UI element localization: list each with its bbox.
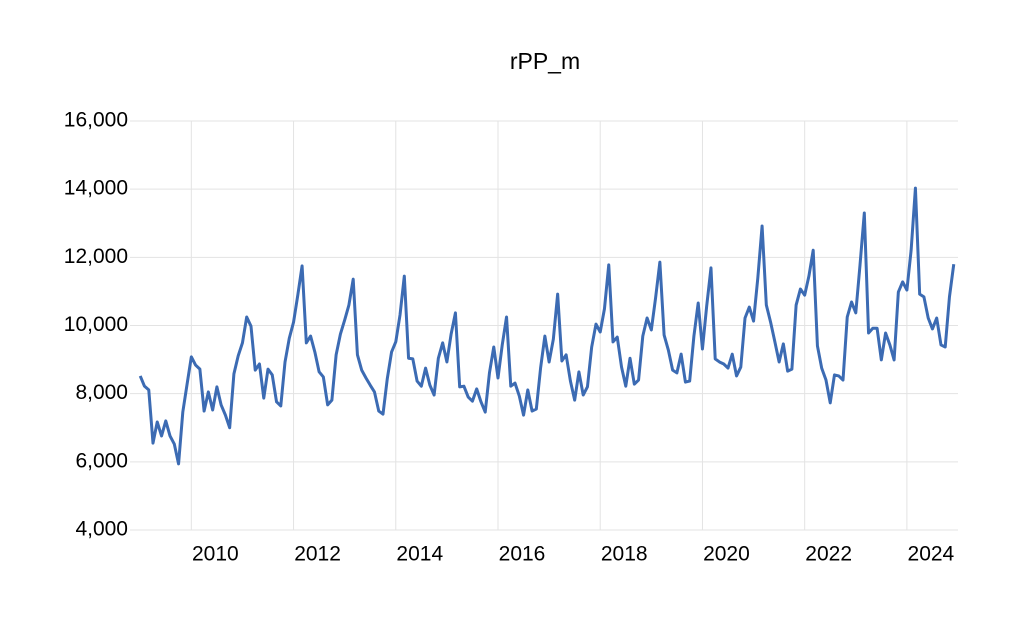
y-tick-label: 10,000 [64, 313, 128, 336]
y-tick-label: 6,000 [75, 449, 128, 472]
x-tick-label: 2014 [396, 543, 443, 566]
data-line [138, 186, 956, 466]
y-tick-label: 4,000 [75, 518, 128, 541]
y-tick-label: 12,000 [64, 245, 128, 268]
x-tick-label: 2010 [192, 543, 239, 566]
x-tick-label: 2020 [703, 543, 750, 566]
x-tick-label: 2012 [294, 543, 341, 566]
y-tick-label: 8,000 [75, 381, 128, 404]
chart-title: rPP_m [510, 48, 580, 74]
y-tick-label: 14,000 [64, 177, 128, 200]
x-tick-label: 2018 [601, 543, 648, 566]
x-tick-label: 2016 [499, 543, 546, 566]
x-tick-label: 2022 [805, 543, 852, 566]
y-tick-label: 16,000 [64, 109, 128, 132]
x-tick-label: 2024 [908, 543, 955, 566]
